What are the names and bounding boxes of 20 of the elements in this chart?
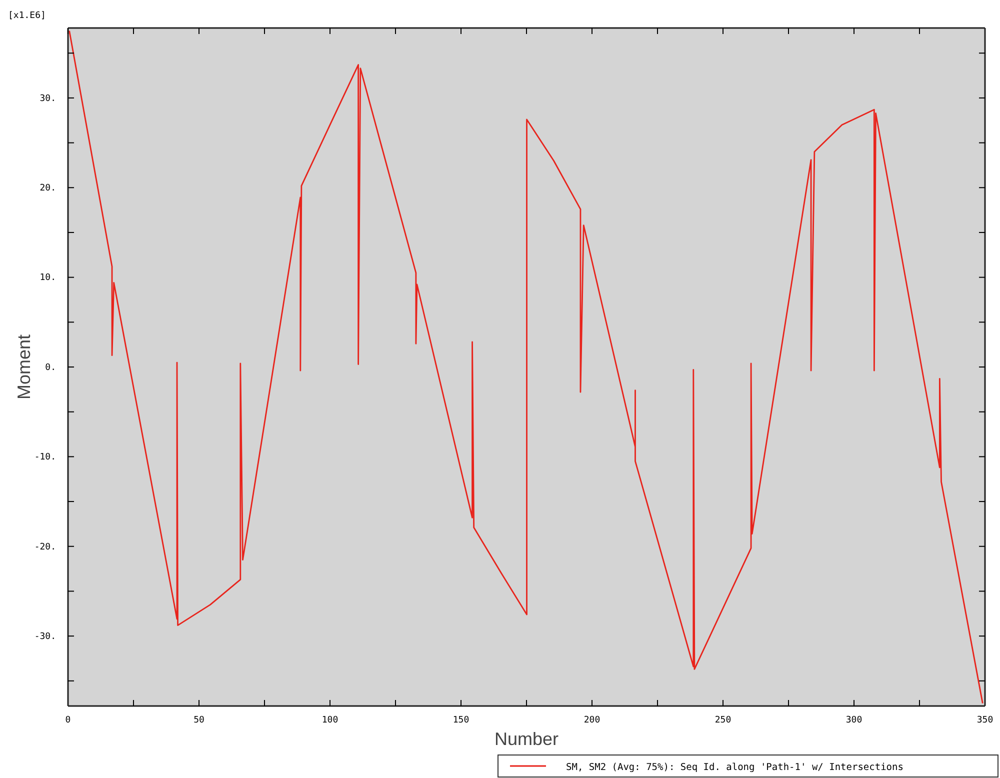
y-axis-title: Moment (14, 334, 34, 400)
x-tick-label: 250 (714, 715, 732, 726)
y-tick-label: -30. (34, 632, 56, 642)
y-tick-label: -10. (34, 452, 56, 463)
y-tick-label: 30. (40, 94, 56, 104)
line-series (68, 30, 984, 704)
y-tick-label: 10. (40, 273, 56, 284)
x-tick-label: 50 (194, 715, 204, 726)
x-tick-label: 350 (976, 715, 994, 726)
y-tick-label: 20. (40, 184, 56, 194)
legend-label: SM, SM2 (Avg: 75%): Seq Id. along 'Path-1' w/ Intersections (566, 762, 904, 773)
x-tick-label: 100 (322, 715, 338, 726)
x-tick-label: 0 (65, 715, 71, 726)
y-tick-label: -20. (34, 542, 56, 552)
text: [x1.E6] (8, 11, 46, 21)
x-tick-label: 150 (452, 715, 470, 726)
x-axis-title: Number (494, 729, 559, 749)
y-tick-label: 0. (45, 362, 56, 373)
x-tick-label: 300 (846, 715, 862, 726)
x-tick-label: 200 (584, 715, 600, 726)
